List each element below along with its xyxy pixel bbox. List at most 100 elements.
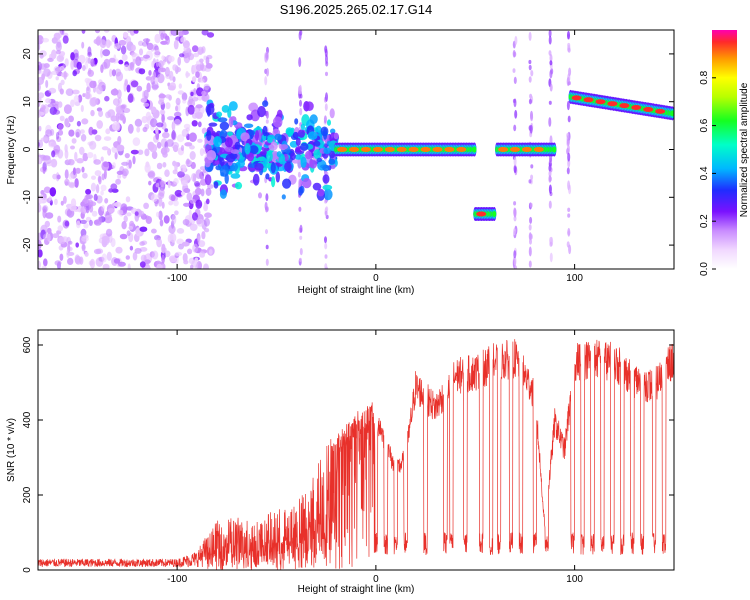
heatmap-cell xyxy=(317,188,325,197)
heatmap-cell xyxy=(180,191,186,196)
heatmap-cell xyxy=(188,257,195,264)
heatmap-cell xyxy=(172,64,178,71)
heatmap-cell xyxy=(165,94,172,99)
heatmap-cell xyxy=(567,42,571,48)
heatmap-cell xyxy=(68,173,74,180)
heatmap-cell xyxy=(138,68,146,75)
heatmap-cell xyxy=(324,48,328,58)
heatmap-cell xyxy=(110,183,118,190)
heatmap-cell xyxy=(121,161,129,166)
heatmap-cell xyxy=(328,158,336,165)
heatmap-cell xyxy=(38,156,42,164)
heatmap-cell xyxy=(282,178,292,189)
heatmap-cell xyxy=(309,114,318,125)
heatmap-cell xyxy=(203,83,210,91)
heatmap-cell xyxy=(513,156,517,167)
heatmap-cell xyxy=(300,156,307,168)
heatmap-cell xyxy=(68,115,74,123)
colorbar-label: Normalized spectral amplitude xyxy=(739,82,750,217)
heatmap-cell xyxy=(156,122,164,128)
heatmap-cell xyxy=(88,219,93,226)
heatmap-cell xyxy=(83,222,89,229)
heatmap-cell xyxy=(243,123,254,129)
heatmap-cell xyxy=(138,48,144,56)
heatmap-cell xyxy=(136,85,143,92)
heatmap-cell xyxy=(109,68,113,78)
heatmap-cell xyxy=(567,144,570,154)
heatmap-cell xyxy=(567,207,571,212)
heatmap-cell xyxy=(187,104,195,115)
heatmap-cell xyxy=(254,130,259,141)
heatmap-cell xyxy=(81,30,86,34)
heatmap-cell xyxy=(54,260,62,266)
heatmap-cell xyxy=(95,36,101,46)
heatmap-cell xyxy=(50,142,57,147)
heatmap-cell xyxy=(126,84,131,93)
heatmap-cell xyxy=(173,199,179,207)
heatmap-cell xyxy=(143,202,150,209)
heatmap-cell xyxy=(51,150,56,158)
heatmap-cell xyxy=(120,45,127,55)
snr-x-label: Height of straight line (km) xyxy=(298,584,415,595)
heatmap-cell xyxy=(128,159,132,169)
heatmap-cell xyxy=(325,92,328,102)
heatmap-cell xyxy=(57,129,64,136)
heatmap-cell xyxy=(55,50,61,55)
heatmap-cell xyxy=(127,30,132,33)
heatmap-cell xyxy=(79,219,87,224)
heatmap-cell xyxy=(265,258,269,266)
colorbar-tick-label: 0.2 xyxy=(699,214,710,228)
heatmap-cell xyxy=(185,71,189,79)
heatmap-cell xyxy=(90,109,95,117)
heatmap-cell xyxy=(206,198,210,205)
heatmap-cell xyxy=(305,150,312,160)
x-tick-label: -100 xyxy=(167,273,187,284)
heatmap-cell xyxy=(201,90,207,96)
heatmap-cell xyxy=(177,171,185,178)
heatmap-cell xyxy=(59,253,64,261)
heatmap-cell xyxy=(72,70,77,77)
heatmap-cell xyxy=(140,97,147,103)
heatmap-cell xyxy=(267,137,273,144)
heatmap-cell xyxy=(81,198,90,207)
heatmap-cell xyxy=(324,263,328,269)
heatmap-cell xyxy=(246,114,253,121)
heatmap-cell xyxy=(169,255,177,263)
heatmap-cell xyxy=(514,35,518,45)
heatmap-cell xyxy=(90,182,97,192)
heatmap-cell xyxy=(513,76,517,84)
heatmap-cell xyxy=(135,56,142,67)
heatmap-cell xyxy=(252,173,260,186)
heatmap-cell xyxy=(271,176,276,188)
heatmap-cell xyxy=(322,164,330,172)
heatmap-cell xyxy=(298,186,303,196)
heatmap-cell xyxy=(43,63,50,69)
heatmap-cell xyxy=(204,228,210,233)
heatmap-cell xyxy=(181,92,188,101)
heatmap-cell xyxy=(204,159,211,168)
heatmap-cell xyxy=(284,161,292,172)
heatmap-cell xyxy=(162,162,167,168)
heatmap-cell xyxy=(498,147,509,152)
heatmap-cell xyxy=(221,105,230,113)
heatmap-cell xyxy=(70,52,75,61)
heatmap-cell xyxy=(97,216,103,225)
heatmap-cell xyxy=(337,147,348,152)
heatmap-cell xyxy=(161,113,165,123)
heatmap-cell xyxy=(262,157,267,168)
heatmap-cell xyxy=(142,126,148,133)
heatmap-cell xyxy=(102,49,111,57)
heatmap-cell xyxy=(175,97,181,106)
heatmap-cell xyxy=(160,180,165,188)
heatmap-cell xyxy=(47,227,52,234)
snr-series-line xyxy=(38,339,674,570)
heatmap-cell xyxy=(70,99,75,108)
heatmap-cell xyxy=(521,147,532,152)
heatmap-cell xyxy=(139,261,146,268)
heatmap-cell xyxy=(313,140,321,147)
heatmap-cell xyxy=(65,88,74,96)
heatmap-cell xyxy=(192,96,199,102)
colorbar-ticks: 0.0 0.2 0.4 0.6 0.8 xyxy=(699,70,716,276)
heatmap-cell xyxy=(158,210,163,221)
